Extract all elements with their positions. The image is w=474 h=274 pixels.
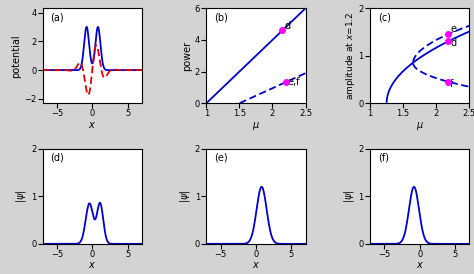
Text: (b): (b) xyxy=(214,12,228,22)
Y-axis label: $|\psi|$: $|\psi|$ xyxy=(178,190,192,203)
Y-axis label: $|\psi|$: $|\psi|$ xyxy=(342,190,356,203)
Text: e,f: e,f xyxy=(288,77,300,87)
Text: (f): (f) xyxy=(378,153,389,163)
Y-axis label: $|\psi|$: $|\psi|$ xyxy=(14,190,28,203)
X-axis label: $x$: $x$ xyxy=(416,261,424,270)
X-axis label: $\mu$: $\mu$ xyxy=(252,120,260,132)
Text: e: e xyxy=(450,24,456,34)
Text: (d): (d) xyxy=(51,153,64,163)
X-axis label: $x$: $x$ xyxy=(252,261,260,270)
Text: (a): (a) xyxy=(51,12,64,22)
Y-axis label: power: power xyxy=(182,41,192,71)
Text: (e): (e) xyxy=(214,153,228,163)
X-axis label: $x$: $x$ xyxy=(88,261,96,270)
X-axis label: $\mu$: $\mu$ xyxy=(416,120,424,132)
Text: (c): (c) xyxy=(378,12,391,22)
Y-axis label: amplitude at $x$=1.2: amplitude at $x$=1.2 xyxy=(344,12,357,100)
Y-axis label: potential: potential xyxy=(11,34,21,78)
Text: f: f xyxy=(449,79,453,89)
Text: d: d xyxy=(284,21,291,31)
X-axis label: $x$: $x$ xyxy=(88,120,96,130)
Text: d: d xyxy=(450,38,456,48)
